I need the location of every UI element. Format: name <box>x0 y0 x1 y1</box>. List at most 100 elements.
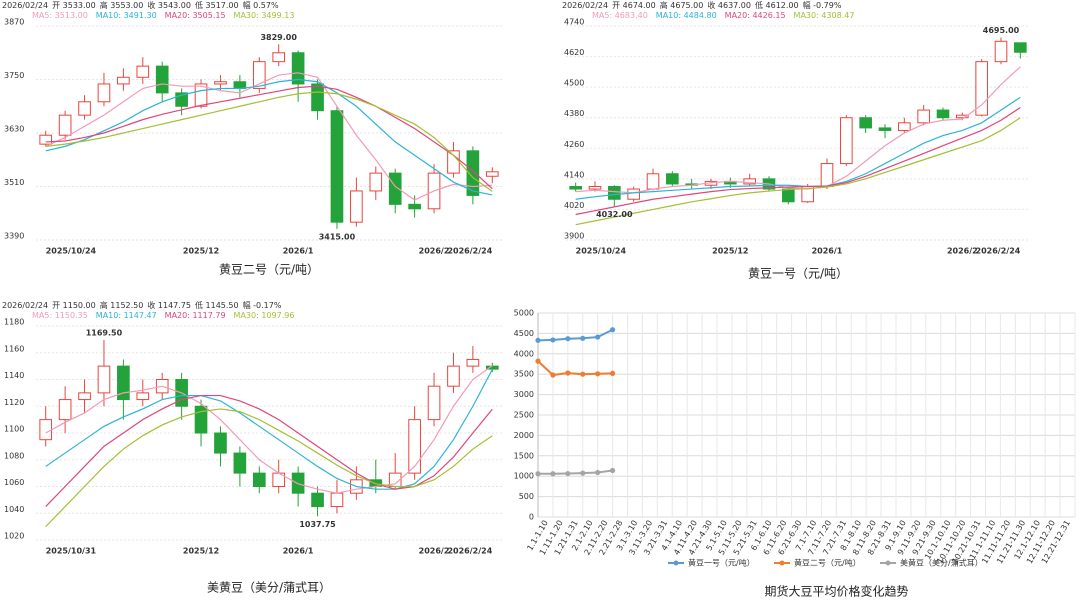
ma-line <box>575 96 1021 200</box>
chart-title: 期货大豆平均价格变化趋势 <box>764 584 908 599</box>
legend-marker <box>779 560 785 566</box>
legend-item: MA5: 1150.35 <box>32 311 88 320</box>
x-tick-label: 2026/1 <box>283 247 314 256</box>
point <box>565 336 571 342</box>
legend-item: MA20: 1117.79 <box>165 311 226 320</box>
candle-body <box>233 452 247 474</box>
candle-body <box>194 405 208 434</box>
candle-body <box>782 188 795 203</box>
y-tick-label: 2500 <box>514 411 534 420</box>
candle-body <box>627 188 640 200</box>
candle-body <box>58 399 72 421</box>
x-tick-label: 2026/1 <box>283 547 314 556</box>
candle-body <box>588 186 602 190</box>
header-item: 开 1150.00 <box>52 301 96 310</box>
candle-body <box>97 83 111 103</box>
legend-item: MA20: 3505.15 <box>165 11 226 20</box>
annotation: 3829.00 <box>260 33 297 42</box>
series-line <box>538 469 613 475</box>
point <box>535 471 541 477</box>
y-tick-label: 1160 <box>4 344 24 353</box>
header-item: 幅 -0.17% <box>243 300 282 310</box>
header-item: 高 4675.00 <box>660 0 704 10</box>
x-tick-label: 2026/2 <box>419 247 450 256</box>
y-tick-label: 1080 <box>4 451 24 460</box>
chart-title: 美黄豆（美分/蒲式耳） <box>207 581 331 595</box>
legend-item: MA30: 4308.47 <box>794 11 855 20</box>
y-tick-label: 3900 <box>564 232 584 241</box>
header-item: 低 3517.00 <box>195 0 239 10</box>
header-item: 收 3543.00 <box>147 0 191 10</box>
candle-body <box>369 172 383 192</box>
candle-body <box>840 117 853 165</box>
ma-line <box>45 78 493 196</box>
series-line <box>537 328 614 342</box>
legend: MA5: 4683.40 MA10: 4484.80 MA20: 4426.15 MA… <box>592 11 854 20</box>
ma-line <box>575 107 1021 216</box>
candle-body <box>569 186 582 190</box>
chart-title: 黄豆一号（元/吨） <box>748 267 848 281</box>
candle-body <box>975 61 988 116</box>
ma-line <box>45 369 493 490</box>
candle-body <box>39 134 53 145</box>
legend-label: 美黄豆（美分/蒲式耳） <box>900 558 983 568</box>
annotation: 4695.00 <box>983 26 1020 35</box>
point <box>595 371 601 377</box>
chart-header: 2026/02/24 开 4674.00 高 4675.00 收 4637.00 低 4… <box>562 0 842 10</box>
point <box>550 471 556 477</box>
candle-body <box>136 65 150 78</box>
candle-body <box>252 472 266 487</box>
legend-item: MA10: 3491.30 <box>96 11 157 20</box>
header-item: 2026/02/24 <box>2 1 48 10</box>
candle-body <box>272 52 286 63</box>
ma-line <box>575 66 1021 194</box>
legend-item: MA20: 4426.15 <box>725 11 786 20</box>
point <box>595 334 601 340</box>
y-tick-label: 3390 <box>4 232 24 241</box>
point <box>580 371 586 377</box>
candle-body <box>97 365 111 394</box>
point <box>580 470 586 476</box>
header-item: 幅 0.57% <box>243 0 279 10</box>
y-tick-label: 3000 <box>514 390 534 399</box>
candle-body <box>485 171 499 177</box>
candle-body <box>136 392 150 401</box>
x-tick-label: 2025/10/31 <box>46 547 97 556</box>
point <box>550 372 556 378</box>
header-item: 收 4637.00 <box>707 0 751 10</box>
annotation: 1169.50 <box>86 329 123 338</box>
y-tick-label: 4740 <box>564 18 584 27</box>
y-tick-label: 1500 <box>514 451 534 460</box>
x-tick-label: 2025/12 <box>183 547 219 556</box>
y-tick-label: 3630 <box>4 125 24 134</box>
y-tick-label: 3870 <box>4 18 24 27</box>
candle-body <box>311 492 324 508</box>
y-tick-label: 4000 <box>514 349 534 358</box>
candle-body <box>117 76 130 85</box>
point <box>565 470 571 477</box>
candle-body <box>994 40 1008 63</box>
legend-item: MA5: 4683.40 <box>592 11 648 20</box>
candle-body <box>39 419 53 441</box>
legend-item: MA30: 3499.13 <box>234 11 295 20</box>
ma-line <box>45 72 493 201</box>
annotation: 4032.00 <box>596 210 633 219</box>
y-tick-label: 4140 <box>564 170 584 179</box>
candle-body <box>155 65 169 94</box>
point <box>535 337 541 343</box>
candle-body <box>408 419 421 474</box>
y-tick-label: 3500 <box>514 370 534 379</box>
ma-line <box>45 365 493 494</box>
point <box>609 327 616 333</box>
y-tick-label: 5000 <box>514 309 534 318</box>
x-tick-label: 2025/12 <box>712 247 748 256</box>
header-item: 幅 -0.79% <box>803 0 842 10</box>
candle-body <box>427 385 441 421</box>
point <box>609 370 616 376</box>
y-tick-label: 1020 <box>4 532 24 541</box>
annotation: 1037.75 <box>299 520 336 529</box>
candle-body <box>330 492 344 508</box>
header-item: 收 1147.75 <box>147 300 191 310</box>
legend-marker <box>885 560 891 566</box>
